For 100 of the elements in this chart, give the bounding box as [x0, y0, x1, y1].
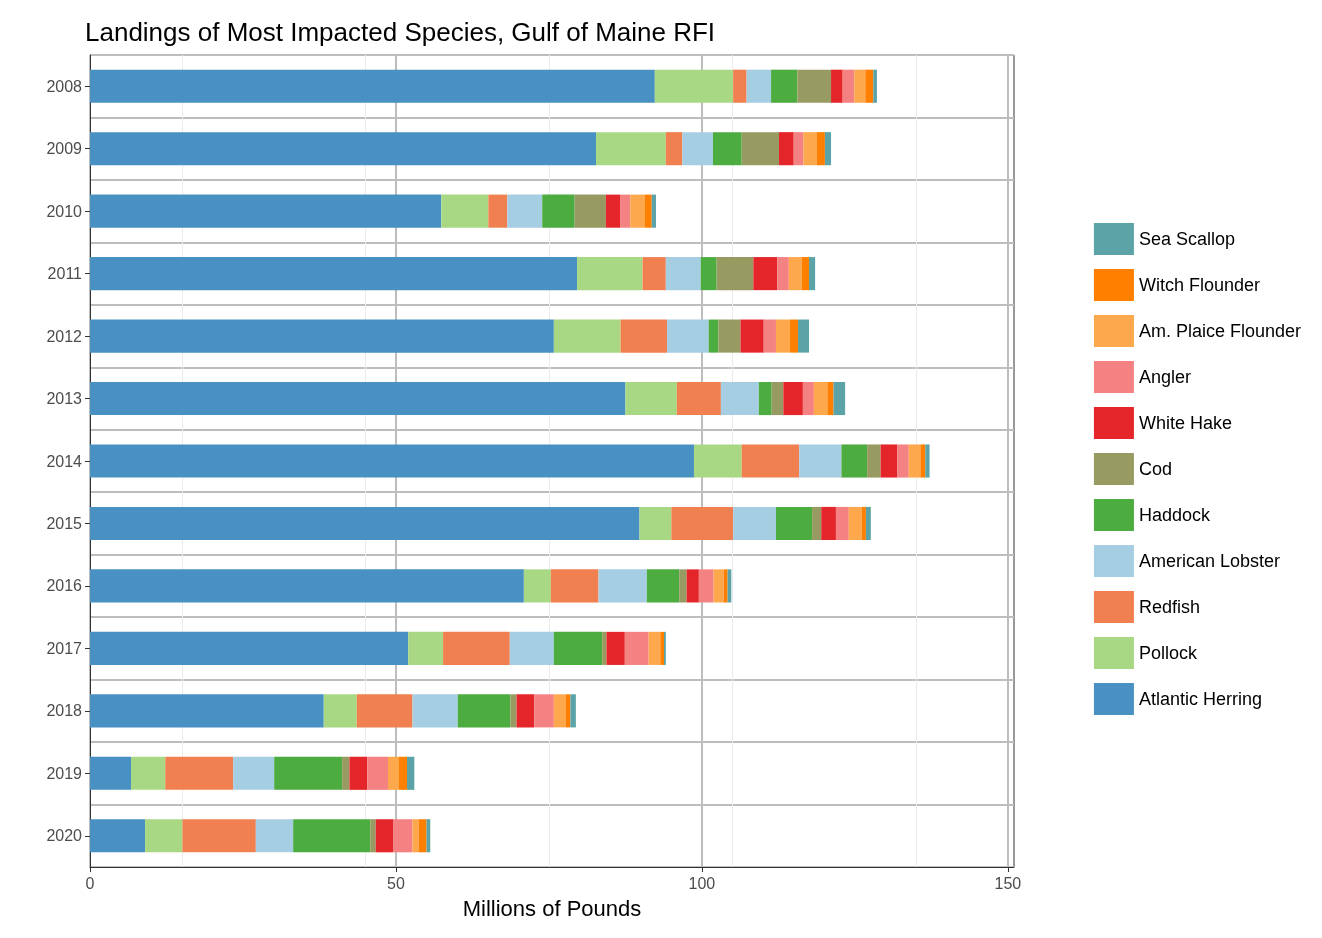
bar: [90, 69, 655, 103]
legend-label: Redfish: [1138, 597, 1200, 617]
bar: [865, 506, 871, 541]
bar: [667, 319, 709, 353]
bar: [367, 756, 389, 790]
bar: [342, 756, 350, 790]
bar: [841, 444, 868, 478]
bar: [602, 631, 607, 665]
bar: [605, 194, 621, 228]
bar: [802, 381, 814, 416]
x-tick-label: 150: [994, 874, 1022, 892]
bar: [570, 694, 576, 728]
bar: [716, 257, 754, 291]
y-tick-label: 2018: [46, 702, 83, 720]
bar: [835, 506, 849, 541]
bar: [925, 444, 930, 478]
legend-label: Witch Flounder: [1138, 275, 1260, 295]
bar: [788, 257, 802, 291]
x-tick-label: 50: [387, 874, 405, 892]
bar: [90, 132, 597, 166]
legend-label: Sea Scallop: [1138, 229, 1236, 249]
y-tick-label: 2017: [46, 639, 83, 657]
bar: [803, 132, 817, 166]
legend-label: Cod: [1138, 459, 1172, 479]
legend-label: Haddock: [1138, 505, 1211, 525]
bar: [775, 319, 791, 353]
bar: [813, 381, 828, 416]
bar: [165, 756, 234, 790]
bar: [255, 819, 294, 853]
bar: [686, 569, 699, 603]
bar: [867, 444, 881, 478]
bar: [733, 69, 747, 103]
bar: [408, 631, 444, 665]
bar: [507, 194, 543, 228]
bar: [418, 819, 427, 853]
y-tick-label: 2010: [46, 202, 83, 220]
bar: [648, 631, 661, 665]
legend-label: Atlantic Herring: [1138, 689, 1262, 709]
y-tick-label: 2012: [46, 327, 83, 345]
bar: [620, 194, 631, 228]
y-tick-label: 2008: [46, 77, 83, 95]
bar: [654, 69, 734, 103]
bar: [553, 631, 603, 665]
bar: [821, 506, 836, 541]
bar: [393, 819, 413, 853]
bar: [645, 194, 652, 228]
bar: [827, 381, 834, 416]
x-tick-label: 0: [85, 874, 95, 892]
bar: [779, 132, 794, 166]
bar: [676, 381, 721, 416]
bar: [90, 631, 409, 665]
bar: [574, 194, 606, 228]
bar: [920, 444, 926, 478]
bar: [865, 69, 874, 103]
bar: [598, 569, 647, 603]
x-axis-title: Millions of Pounds: [462, 895, 642, 921]
bar: [293, 819, 371, 853]
bar: [854, 69, 866, 103]
bar: [880, 444, 898, 478]
bar: [625, 381, 677, 416]
bar: [145, 819, 183, 853]
bar: [412, 694, 458, 728]
bar: [90, 194, 442, 228]
bar: [897, 444, 909, 478]
bar: [370, 819, 376, 853]
y-tick-label: 2011: [47, 265, 83, 283]
bar: [746, 69, 772, 103]
bar: [441, 194, 489, 228]
bar: [90, 694, 324, 728]
y-tick-label: 2020: [46, 827, 83, 845]
bar: [349, 756, 368, 790]
bar: [842, 69, 855, 103]
bar: [708, 319, 719, 353]
bar: [908, 444, 921, 478]
bar: [812, 506, 822, 541]
bar: [639, 506, 672, 541]
bar: [90, 319, 554, 353]
bar: [642, 257, 666, 291]
bar: [90, 756, 131, 790]
bar: [509, 631, 554, 665]
bar: [799, 444, 842, 478]
bar: [816, 132, 825, 166]
bar: [797, 69, 832, 103]
bar: [488, 194, 508, 228]
legend-label: Am. Plaice Flounder: [1138, 321, 1302, 341]
bar: [671, 506, 734, 541]
bar: [323, 694, 357, 728]
bar: [793, 132, 804, 166]
bar: [700, 257, 717, 291]
bar: [740, 319, 764, 353]
bar: [713, 569, 724, 603]
bar: [801, 257, 810, 291]
bar: [553, 319, 621, 353]
bar: [651, 194, 657, 228]
bar: [131, 756, 166, 790]
bar: [698, 569, 714, 603]
bar: [523, 569, 551, 603]
y-tick-label: 2009: [46, 140, 83, 158]
bar: [723, 569, 728, 603]
bar: [388, 756, 400, 790]
